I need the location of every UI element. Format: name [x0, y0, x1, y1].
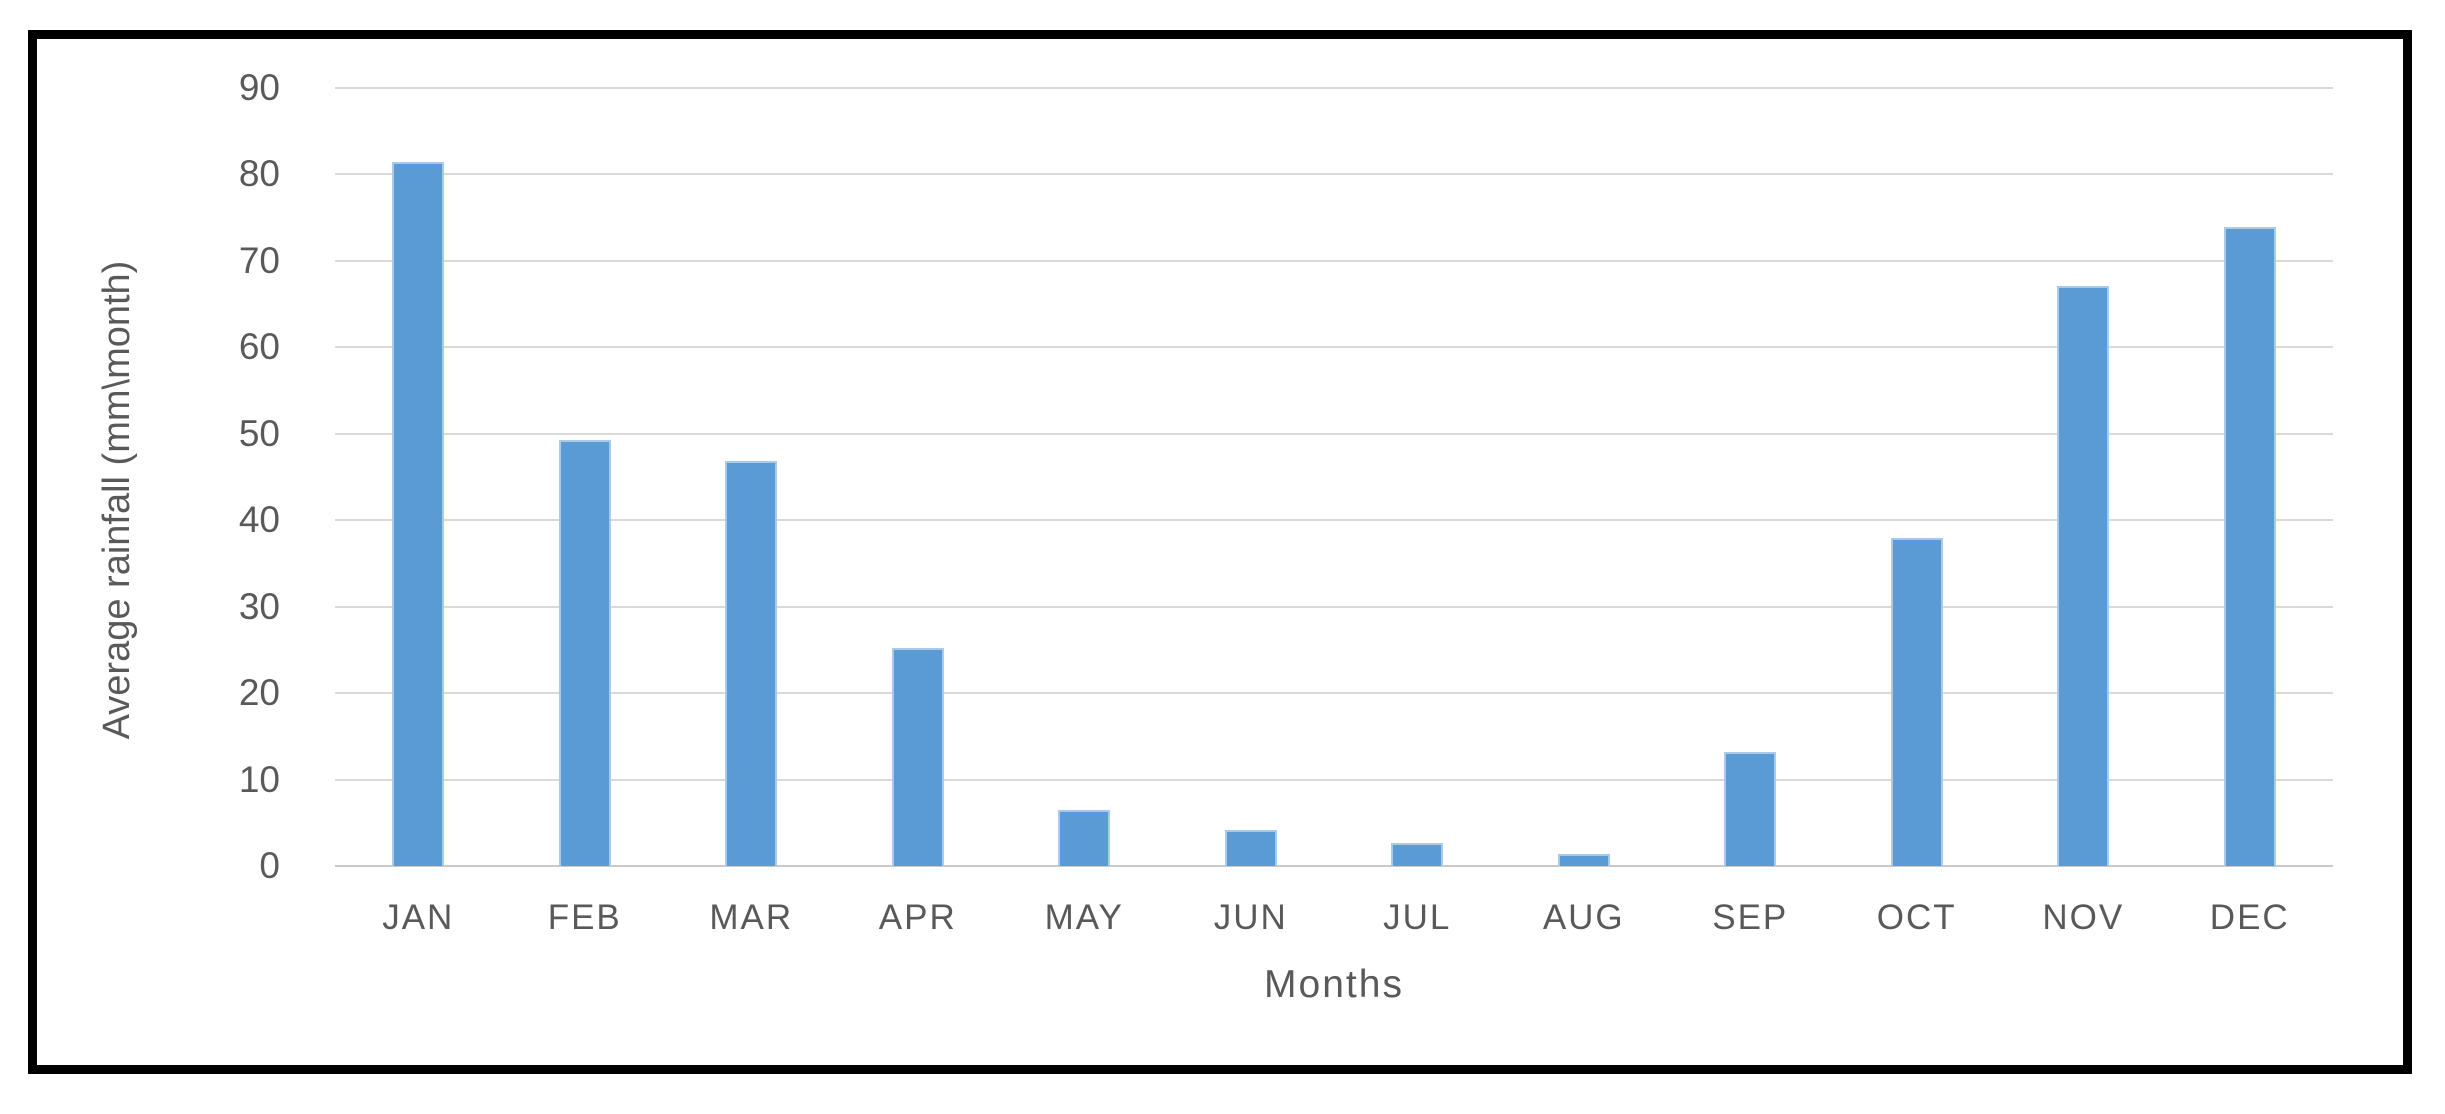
- y-tick-label-20: 20: [238, 672, 280, 714]
- x-tick-label-feb: FEB: [547, 898, 622, 937]
- x-tick-label-jul: JUL: [1383, 898, 1452, 937]
- y-tick-label-10: 10: [238, 758, 280, 800]
- y-tick-label-0: 0: [259, 845, 280, 886]
- x-axis-title: Months: [1264, 963, 1404, 1006]
- gridline-90: [335, 87, 2333, 89]
- x-tick-label-oct: OCT: [1876, 898, 1957, 937]
- y-tick-label-70: 70: [238, 239, 280, 281]
- bar-apr: [891, 648, 944, 866]
- bar-aug: [1557, 853, 1610, 866]
- gridline-0: [335, 865, 2333, 867]
- x-tick-label-mar: MAR: [709, 898, 794, 937]
- y-axis-title: Average rainfall (mm\month): [96, 260, 138, 740]
- bar-mar: [725, 461, 778, 866]
- gridline-20: [335, 692, 2333, 695]
- gridline-10: [335, 778, 2333, 781]
- gridline-30: [335, 605, 2333, 608]
- bar-sep: [1724, 751, 1777, 866]
- y-tick-label-30: 30: [238, 585, 280, 627]
- x-tick-label-nov: NOV: [2042, 898, 2125, 937]
- x-tick-label-sep: SEP: [1712, 898, 1789, 937]
- bar-may: [1058, 809, 1111, 866]
- gridline-60: [335, 346, 2333, 349]
- gridline-70: [335, 259, 2333, 262]
- gridline-80: [335, 173, 2333, 176]
- x-tick-label-may: MAY: [1044, 898, 1124, 937]
- bar-dec: [2223, 227, 2276, 866]
- plot-area: [335, 87, 2333, 867]
- bar-nov: [2057, 285, 2110, 866]
- x-tick-label-aug: AUG: [1542, 898, 1625, 937]
- bar-oct: [1890, 538, 1943, 866]
- chart-figure: 0 10 20 30 40 50 60 70 80 90 JAN FEB MAR APR MAY JUN JU…: [28, 30, 2412, 1074]
- y-tick-label-40: 40: [238, 499, 280, 541]
- x-tick-label-jun: JUN: [1213, 898, 1288, 937]
- y-tick-label-90: 90: [238, 67, 280, 108]
- bar-jun: [1224, 829, 1277, 866]
- gridline-40: [335, 519, 2333, 522]
- gridline-50: [335, 432, 2333, 435]
- y-tick-label-60: 60: [238, 326, 280, 368]
- bar-jan: [392, 162, 445, 866]
- y-tick-label-50: 50: [238, 412, 280, 454]
- bar-feb: [558, 439, 611, 866]
- x-tick-label-dec: DEC: [2209, 898, 2290, 937]
- y-tick-label-80: 80: [238, 153, 280, 195]
- bar-jul: [1391, 842, 1444, 866]
- x-tick-label-apr: APR: [878, 898, 957, 937]
- x-tick-label-jan: JAN: [382, 898, 455, 937]
